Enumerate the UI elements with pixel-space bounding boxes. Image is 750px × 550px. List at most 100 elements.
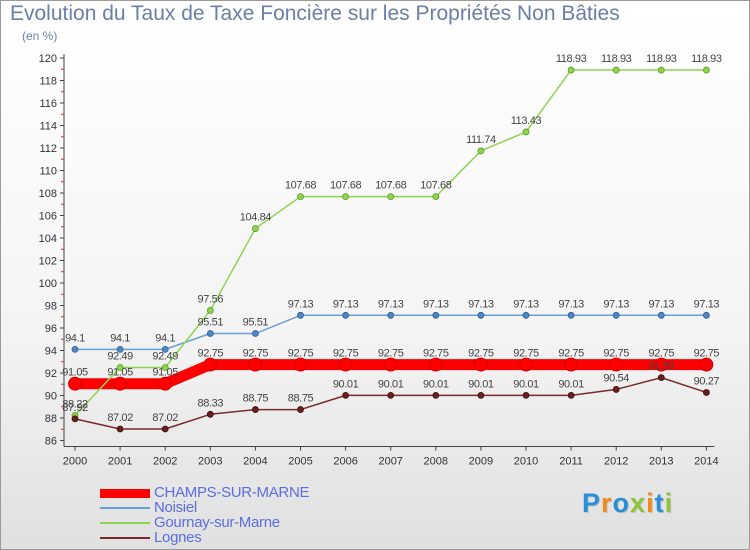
data-label: 92.75 — [649, 348, 675, 360]
data-label: 92.75 — [513, 348, 539, 360]
y-tick-label: 94 — [45, 346, 57, 358]
data-label: 97.13 — [513, 298, 539, 310]
data-point — [251, 225, 259, 232]
data-point — [567, 391, 575, 399]
logo-letter: o — [612, 488, 631, 518]
legend-swatch — [100, 488, 150, 498]
y-tick-label: 96 — [45, 323, 57, 335]
data-point — [612, 311, 620, 319]
data-label: 87.02 — [152, 412, 178, 424]
legend-swatch — [100, 507, 150, 509]
data-label: 97.13 — [333, 298, 359, 310]
data-point — [477, 391, 485, 399]
legend-label: Gournay-sur-Marne — [154, 514, 280, 531]
data-label: 92.75 — [333, 348, 359, 360]
data-point — [251, 406, 259, 413]
logo-letter: x — [630, 488, 647, 518]
data-label: 104.84 — [240, 212, 272, 224]
data-point — [342, 311, 350, 319]
data-label: 92.49 — [152, 350, 178, 362]
data-label: 90.01 — [378, 378, 404, 390]
y-tick-label: 116 — [39, 98, 57, 110]
x-tick-label: 2011 — [559, 456, 583, 468]
data-label: 113.43 — [511, 115, 542, 127]
y-tick-label: 92 — [45, 368, 57, 380]
data-label: 118.93 — [646, 53, 677, 65]
logo-letter: i — [646, 488, 655, 518]
data-label: 97.13 — [603, 298, 629, 310]
data-label: 90.01 — [333, 378, 359, 390]
data-point — [161, 364, 169, 371]
data-label: 90.01 — [423, 378, 449, 390]
data-label: 118.93 — [601, 53, 632, 65]
y-tick-label: 90 — [45, 391, 57, 403]
data-point — [387, 311, 395, 319]
data-label: 94.1 — [155, 332, 175, 344]
data-label: 94.1 — [65, 332, 85, 344]
data-label: 92.75 — [243, 348, 269, 360]
chart-title: Evolution du Taux de Taxe Foncière sur l… — [10, 2, 620, 25]
data-point — [206, 330, 214, 337]
x-tick-label: 2012 — [604, 456, 628, 468]
data-point — [432, 311, 440, 319]
x-tick-label: 2008 — [424, 456, 448, 468]
data-point — [703, 66, 710, 74]
logo-letter: i — [664, 488, 674, 518]
data-label: 97.13 — [558, 298, 584, 310]
data-label: 97.13 — [288, 298, 314, 310]
legend-label: CHAMPS-SUR-MARNE — [154, 484, 310, 501]
x-tick-label: 2004 — [243, 456, 267, 468]
data-point — [657, 311, 665, 319]
data-label: 92.75 — [288, 348, 314, 360]
x-tick-label: 2006 — [333, 456, 357, 468]
data-point — [251, 330, 259, 337]
y-tick-label: 100 — [39, 278, 57, 290]
data-point — [522, 311, 530, 319]
data-label: 90.01 — [558, 378, 584, 390]
legend-label: Lognes — [154, 529, 202, 546]
data-point — [248, 357, 263, 372]
data-point — [383, 357, 398, 372]
data-point — [297, 406, 304, 413]
legend-swatch — [100, 537, 150, 539]
y-tick-label: 110 — [39, 166, 57, 178]
data-point — [567, 66, 575, 74]
y-tick-label: 112 — [39, 143, 57, 155]
data-label: 97.13 — [423, 298, 449, 310]
data-label: 90.01 — [468, 378, 494, 390]
data-label: 87.02 — [107, 412, 133, 424]
data-label: 95.51 — [243, 317, 269, 329]
data-point — [564, 357, 578, 372]
data-point — [293, 357, 308, 372]
x-tick-label: 2010 — [514, 456, 538, 468]
data-point — [116, 345, 124, 353]
data-label: 90.27 — [694, 375, 720, 387]
data-label: 97.13 — [649, 298, 675, 310]
data-point — [522, 391, 530, 399]
y-tick-label: 102 — [39, 256, 57, 268]
data-point — [206, 410, 214, 418]
logo-letter: r — [601, 488, 613, 518]
data-label: 97.56 — [198, 293, 224, 305]
y-tick-label: 118 — [39, 76, 57, 88]
data-label: 92.75 — [198, 348, 224, 360]
data-label: 91.59 — [649, 361, 675, 373]
chart-subtitle: (en %) — [22, 29, 58, 43]
data-point — [342, 193, 350, 201]
data-label: 97.13 — [694, 298, 720, 310]
y-tick-label: 98 — [45, 301, 57, 313]
data-label: 97.13 — [468, 298, 494, 310]
data-label: 94.1 — [110, 332, 130, 344]
data-label: 107.68 — [285, 180, 317, 192]
data-point — [161, 425, 169, 433]
x-tick-label: 2009 — [469, 456, 493, 468]
data-point — [71, 415, 79, 423]
data-point — [567, 311, 575, 319]
data-point — [161, 345, 169, 353]
data-point — [612, 386, 620, 393]
data-point — [116, 364, 124, 371]
legend-swatch — [100, 522, 150, 524]
data-label: 111.74 — [466, 134, 496, 146]
